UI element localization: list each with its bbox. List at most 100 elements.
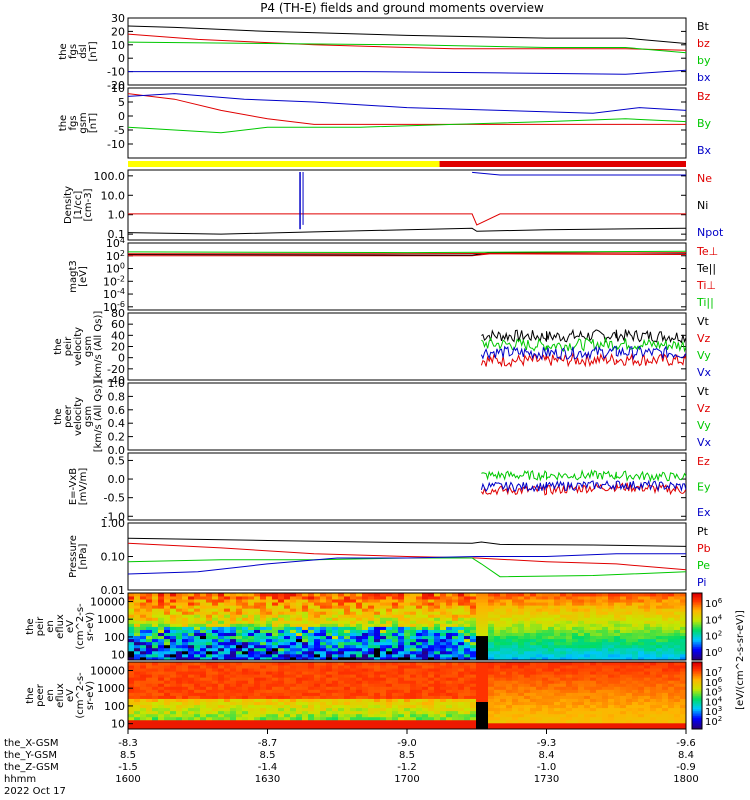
spectro-cell [602, 644, 609, 649]
spectro-cell [224, 620, 231, 624]
spectro-cell [530, 698, 537, 702]
spectro-cell [326, 593, 333, 597]
spectro-cell [206, 617, 213, 621]
spectro-cell [386, 701, 393, 706]
spectro-cell [218, 647, 225, 652]
spectro-cell [296, 716, 303, 721]
spectro-cell [248, 722, 255, 727]
spectro-cell [422, 638, 429, 643]
spectro-cell [182, 701, 189, 706]
spectro-cell [392, 689, 399, 693]
spectro-cell [200, 602, 207, 606]
spectro-cell [530, 617, 537, 621]
spectro-cell [590, 617, 597, 621]
spectro-cell [170, 635, 177, 640]
spectro-cell [344, 665, 351, 669]
spectro-cell [344, 623, 351, 627]
spectro-cell [422, 611, 429, 615]
spectro-cell [194, 632, 201, 637]
spectro-cell [344, 680, 351, 684]
spectro-cell [626, 698, 633, 702]
spectro-cell [452, 686, 459, 690]
spectro-cell [284, 695, 291, 699]
spectro-cell [164, 701, 171, 706]
spectro-cell [494, 689, 501, 693]
spectro-cell [326, 716, 333, 721]
spectro-cell [332, 719, 339, 724]
spectro-cell [638, 713, 645, 718]
spectro-cell [308, 710, 315, 715]
spectro-cell [596, 695, 603, 699]
spectro-cell [368, 689, 375, 693]
spectro-cell [146, 719, 153, 724]
spectro-cell [140, 698, 147, 702]
spectro-cell [638, 668, 645, 672]
spectro-cell [278, 719, 285, 724]
spectro-cell [356, 608, 363, 612]
spectro-cell [476, 695, 483, 699]
spectro-cell [158, 674, 165, 678]
spectro-cell [230, 725, 237, 730]
spectro-cell [314, 644, 321, 649]
spectro-cell [590, 686, 597, 690]
spectro-cell [464, 611, 471, 615]
spectro-cell [470, 617, 477, 621]
spectro-cell [128, 638, 135, 643]
spectro-cell [530, 611, 537, 615]
spectro-cell [182, 608, 189, 612]
spectro-cell [326, 713, 333, 718]
spectro-cell [152, 638, 159, 643]
spectro-cell [656, 653, 663, 658]
spectro-cell [488, 689, 495, 693]
spectro-cell [506, 668, 513, 672]
spectro-cell [650, 644, 657, 649]
spectro-cell [602, 605, 609, 609]
spectro-cell [158, 707, 165, 712]
spectro-cell [542, 704, 549, 709]
spectro-cell [218, 710, 225, 715]
spectro-cell [500, 653, 507, 658]
spectro-cell [254, 599, 261, 603]
spectro-cell [278, 701, 285, 706]
spectro-cell [548, 626, 555, 630]
series-group [128, 25, 686, 75]
spectro-cell [434, 665, 441, 669]
spectro-cell [224, 683, 231, 687]
spectro-cell [626, 644, 633, 649]
spectro-cell [560, 611, 567, 615]
legend-entry-Te⊥: Te⊥ [696, 245, 718, 258]
spectro-cell [524, 665, 531, 669]
spectro-cell [308, 596, 315, 600]
spectro-cell [512, 656, 519, 661]
spectro-cell [626, 725, 633, 730]
spectro-cell [386, 677, 393, 681]
spectro-cell [134, 611, 141, 615]
spectro-cell [338, 596, 345, 600]
spectro-cell [386, 635, 393, 640]
spectro-cell [644, 653, 651, 658]
spectro-cell [374, 599, 381, 603]
spectro-cell [374, 707, 381, 712]
spectro-cell [380, 701, 387, 706]
spectro-cell [338, 635, 345, 640]
spectro-cell [170, 638, 177, 643]
spectro-cell [650, 704, 657, 709]
spectro-cell [602, 716, 609, 721]
spectro-cell [380, 707, 387, 712]
spectro-cell [146, 710, 153, 715]
spectro-cell [266, 635, 273, 640]
spectro-cell [632, 611, 639, 615]
series-line-Pb [128, 542, 686, 571]
spectro-cell [452, 689, 459, 693]
spectro-cell [560, 707, 567, 712]
spectro-cell [602, 671, 609, 675]
spectro-cell [464, 599, 471, 603]
spectro-cell [434, 725, 441, 730]
spectro-cell [332, 638, 339, 643]
spectro-cell [542, 644, 549, 649]
spectro-cell [332, 701, 339, 706]
spectro-cell [416, 596, 423, 600]
spectro-cell [218, 632, 225, 637]
spectro-cell [302, 680, 309, 684]
